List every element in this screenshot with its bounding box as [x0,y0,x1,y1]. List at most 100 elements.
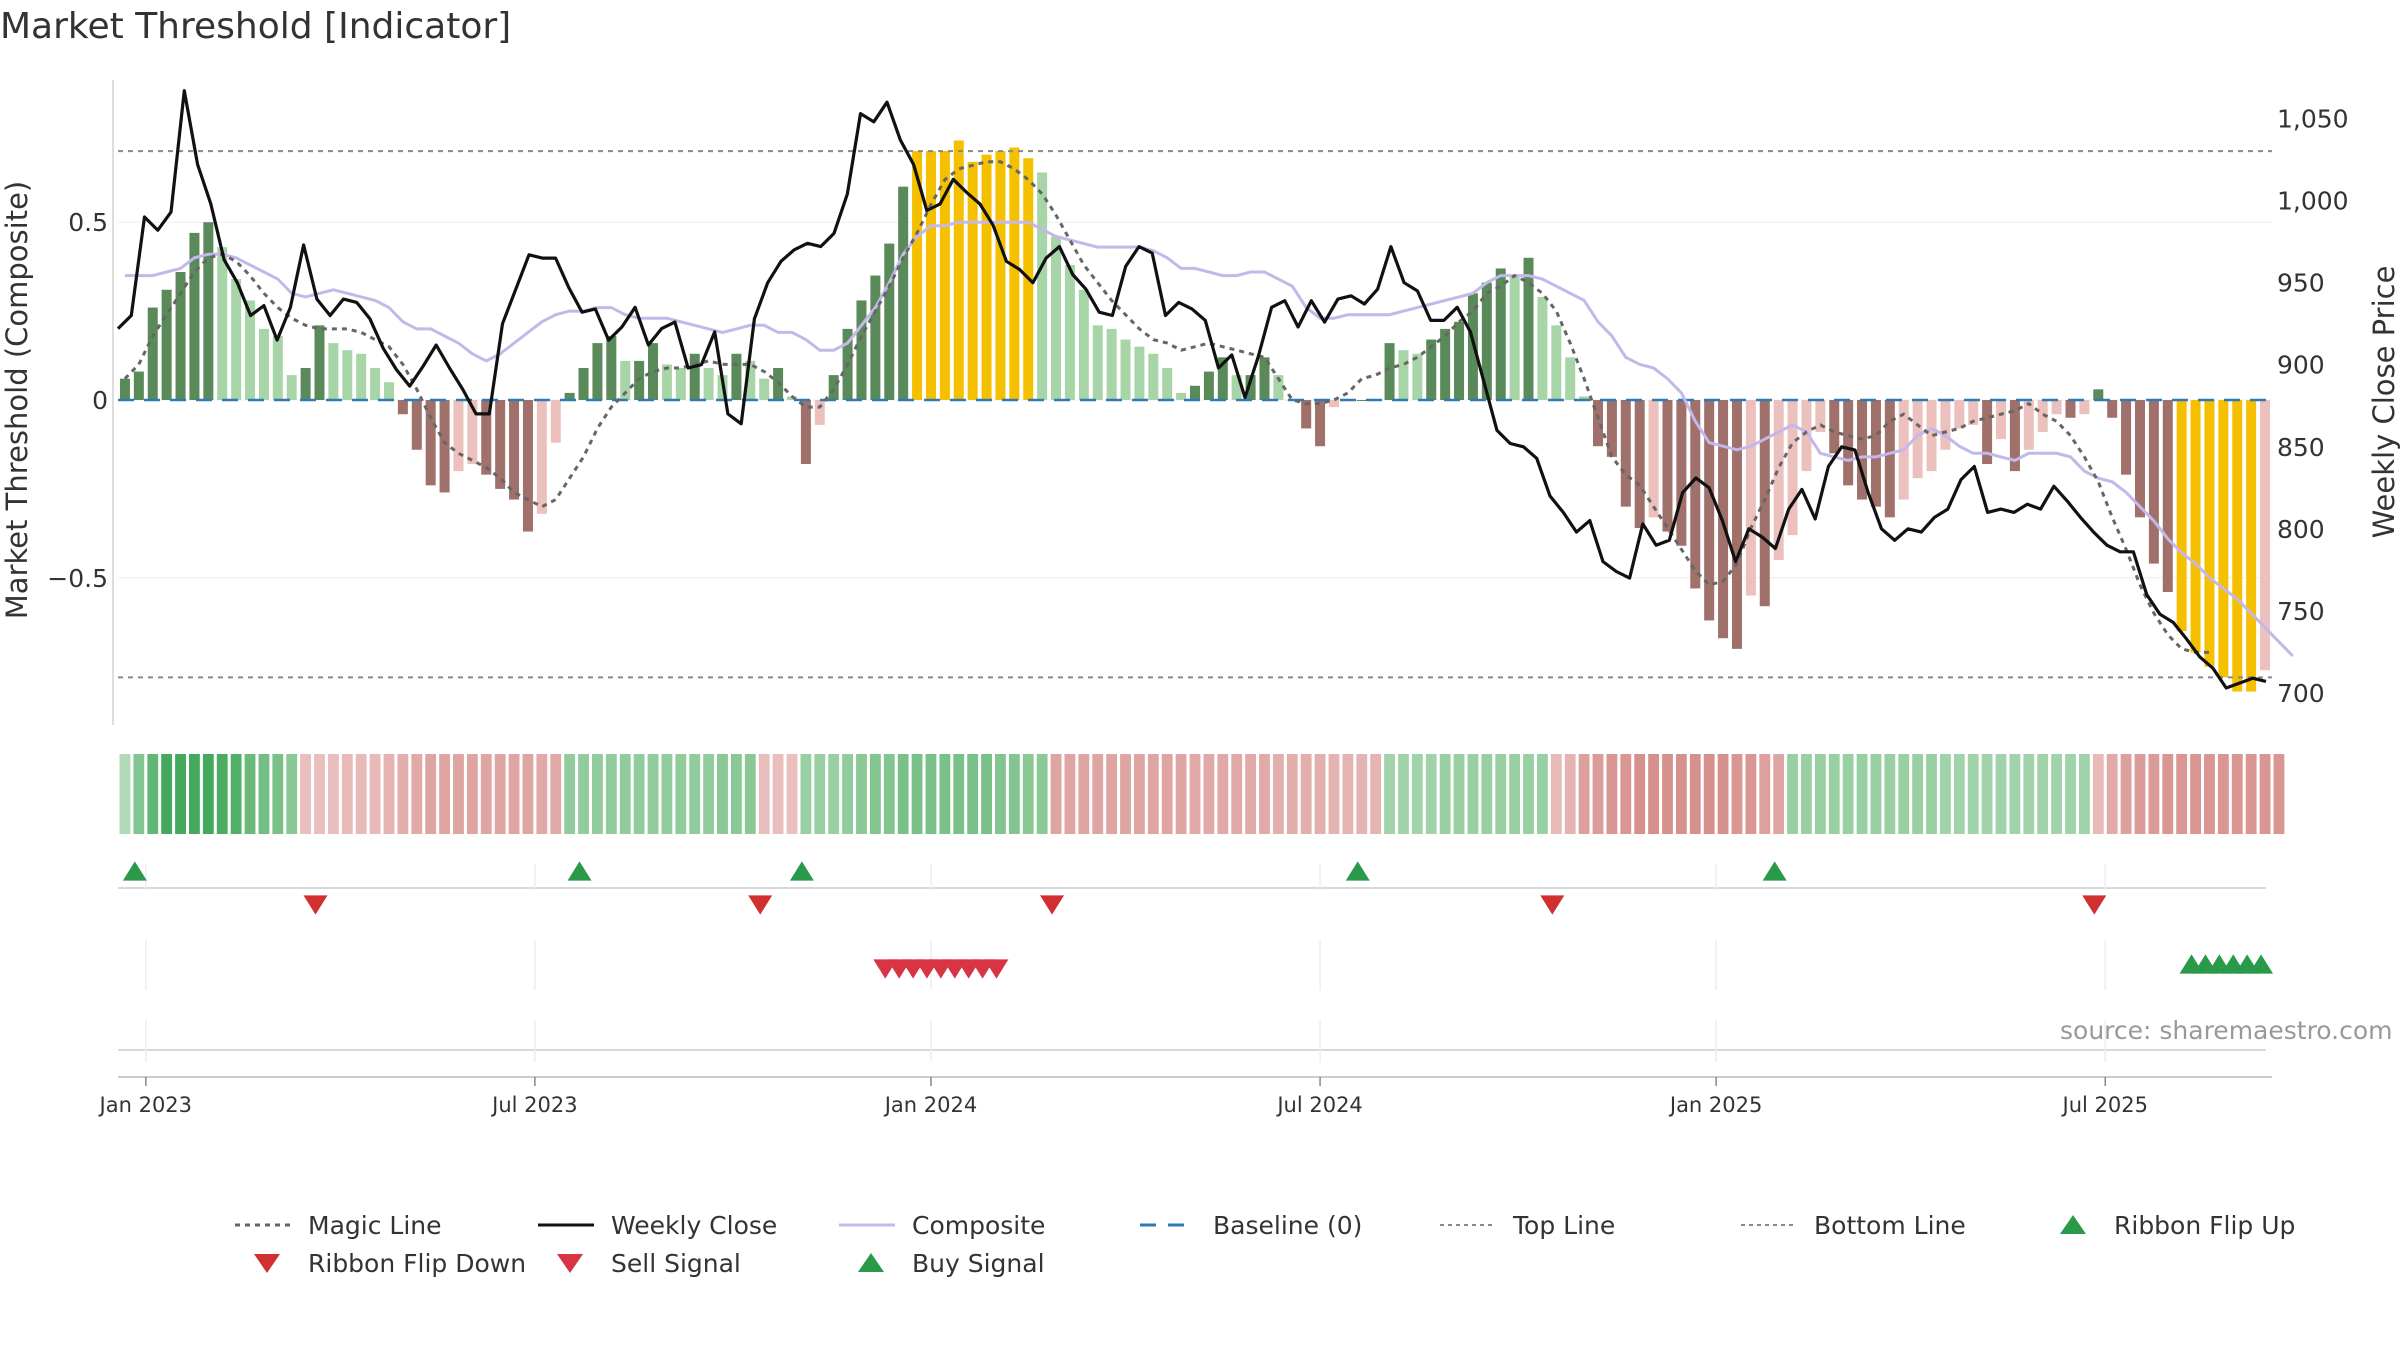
legend-item: Top Line [1440,1211,1615,1240]
y-right-tick-label: 700 [2277,679,2325,708]
y-left-tick-label: −0.5 [47,564,108,593]
legend-label: Ribbon Flip Down [308,1249,526,1278]
histogram-bar [953,140,964,400]
legend-item: Sell Signal [557,1249,741,1278]
legend-swatch [2060,1215,2086,1234]
ribbon-cell [1161,754,1173,834]
ribbon-cell [1662,754,1673,834]
ribbon-cell [1175,754,1187,834]
ribbon-cell [1259,754,1270,834]
histogram-bar [1259,357,1270,400]
ribbon-cell [1898,754,1910,834]
ribbon-cell [842,754,854,834]
ribbon-cell [1926,754,1937,834]
ribbon-cell [911,754,923,834]
ribbon-cell [1411,754,1423,834]
ribbon-cell [1008,754,1020,834]
legend-swatch [254,1254,280,1273]
ribbon-cell [1272,754,1284,834]
ribbon-cell [1439,754,1451,834]
ribbon-cell [2078,754,2090,834]
ribbon-cell [2120,754,2132,834]
ribbon-cell [1286,754,1298,834]
histogram-bar [1189,385,1201,400]
ribbon-cell [300,754,312,834]
x-tick-label: Jan 2024 [883,1093,978,1117]
ribbon-cell [717,754,728,834]
ribbon-cell [814,754,826,834]
ribbon-cell [772,754,784,834]
ribbon-cell [147,754,159,834]
histogram-bar [231,279,242,400]
histogram-bar [342,350,353,400]
ribbon-cell [1078,754,1090,834]
y-right-tick-label: 850 [2277,433,2325,462]
histogram-bar [1982,400,1993,464]
ribbon-flip-up-marker [1762,861,1787,881]
y-right-tick-label: 800 [2277,515,2325,544]
ribbon-cell [995,754,1006,834]
histogram-bar [814,400,825,425]
ribbon-cell [494,754,506,834]
histogram-bar [1579,396,1590,400]
ribbon-cell [1606,754,1618,834]
histogram-bar [606,336,617,400]
ribbon-cell [1370,754,1382,834]
ribbon-cell [1981,754,1993,834]
ribbon-cell [1967,754,1979,834]
ribbon-cell [2106,754,2118,834]
histogram-bar [703,368,714,400]
ribbon-cell [1453,754,1465,834]
histogram-bar [912,151,923,400]
histogram-bar [1620,400,1631,507]
ribbon-cell [466,754,478,834]
ribbon-cell [1342,754,1354,834]
histogram-bar [1454,321,1465,400]
histogram-bar [1273,375,1284,400]
ribbon-cell [1550,754,1562,834]
histogram-bar [356,353,367,400]
ribbon-cell [2204,754,2215,834]
histogram-bar [370,368,381,400]
histogram-bar [1523,257,1534,400]
ribbon-cell [1912,754,1924,834]
histogram-bar [2065,400,2076,418]
ribbon-cell [2023,754,2035,834]
ribbon-cell [1856,754,1868,834]
ribbon-cell [578,754,589,834]
ribbon-cell [1814,754,1826,834]
histogram-bar [1245,375,1256,400]
ribbon-cell [592,754,603,834]
histogram-bar [1078,289,1089,400]
ribbon-cell [730,754,742,834]
histogram-bar [175,272,186,400]
ribbon-cell [1425,754,1437,834]
histogram-bar [1106,328,1117,400]
ribbon-flip-down-marker [748,895,773,915]
histogram-bar [1426,339,1437,400]
ribbon-cell [856,754,867,834]
histogram-bar [203,222,214,400]
ribbon-cell [2259,754,2271,834]
ribbon-cell [1745,754,1757,834]
histogram-bar [397,400,408,415]
histogram-bar [2051,400,2062,415]
histogram-bar [1787,400,1798,536]
ribbon-cell [2065,754,2076,834]
histogram-bar [258,328,269,400]
ribbon-cell [786,754,798,834]
histogram-bar [1148,353,1159,400]
ribbon-cell [2162,754,2174,834]
histogram-bar [1704,400,1715,621]
histogram-bar [1037,172,1048,400]
histogram-bar [1398,350,1409,400]
histogram-bar [2176,400,2187,632]
x-tick-label: Jul 2024 [1275,1093,1362,1117]
histogram-bar [1940,400,1951,450]
ribbon-cell [1940,754,1951,834]
histogram-bar [1690,400,1701,589]
histogram-bar [1870,400,1881,507]
histogram-bar [1356,400,1367,401]
ribbon-cell [1536,754,1548,834]
ribbon-cell [314,754,325,834]
